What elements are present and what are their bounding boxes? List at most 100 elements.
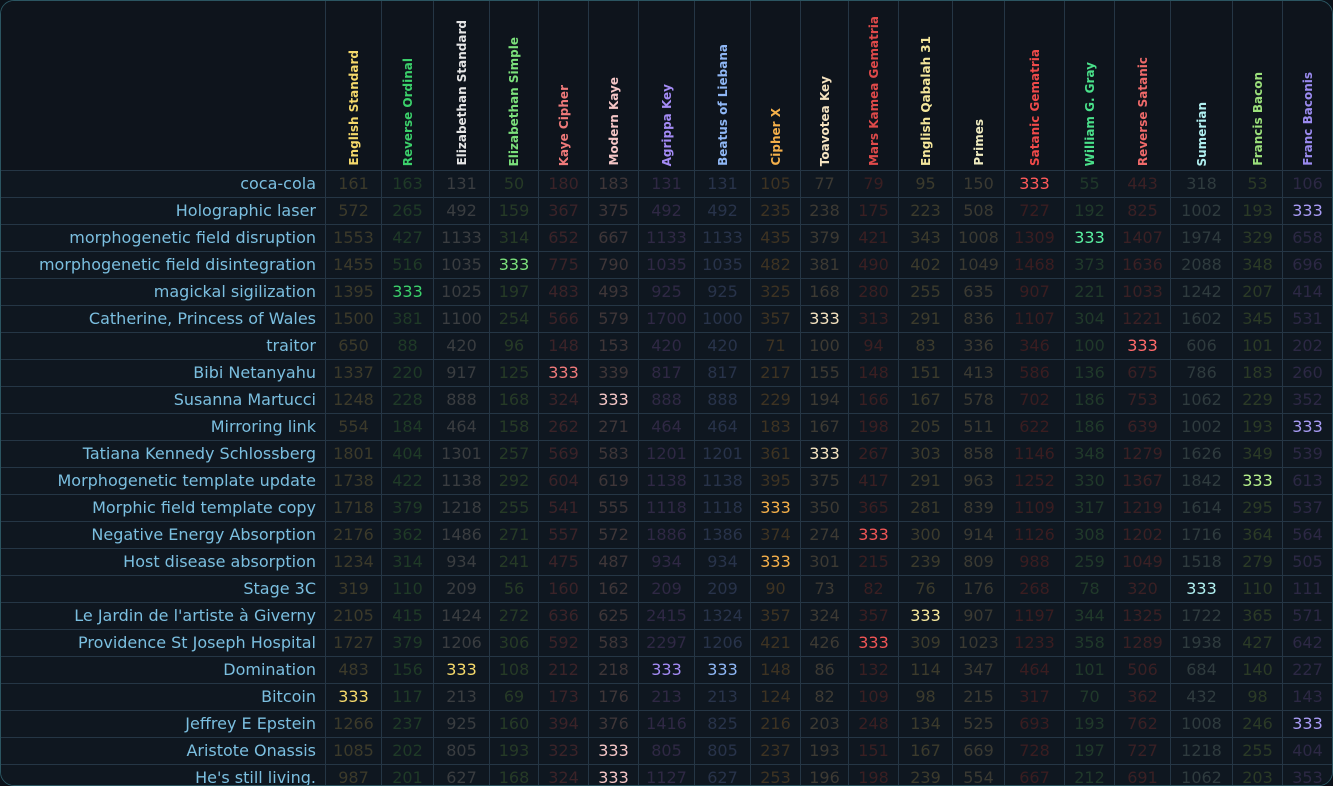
value-cell[interactable]: 239 xyxy=(898,764,953,785)
value-cell[interactable]: 1133 xyxy=(694,224,751,252)
value-cell[interactable]: 1138 xyxy=(433,467,490,495)
value-cell[interactable]: 379 xyxy=(800,224,849,252)
value-cell[interactable]: 1002 xyxy=(1170,197,1233,225)
value-cell[interactable]: 194 xyxy=(800,386,849,414)
cipher-header[interactable]: Modern Kaye xyxy=(588,1,639,171)
value-cell[interactable]: 160 xyxy=(538,575,589,603)
cipher-header[interactable]: Agrippa Key xyxy=(638,1,695,171)
value-cell[interactable]: 627 xyxy=(433,764,490,785)
phrase-cell[interactable]: Bibi Netanyahu xyxy=(1,359,326,387)
value-cell[interactable]: 183 xyxy=(588,170,639,198)
value-cell[interactable]: 554 xyxy=(952,764,1005,785)
value-cell[interactable]: 333 xyxy=(800,305,849,333)
value-cell[interactable]: 925 xyxy=(638,278,695,306)
value-cell[interactable]: 235 xyxy=(750,197,801,225)
value-cell[interactable]: 622 xyxy=(1004,413,1065,441)
value-cell[interactable]: 1035 xyxy=(694,251,751,279)
value-cell[interactable]: 221 xyxy=(1064,278,1115,306)
cipher-header[interactable]: Reverse Ordinal xyxy=(381,1,434,171)
cipher-header[interactable]: William G. Gray xyxy=(1064,1,1115,171)
value-cell[interactable]: 667 xyxy=(1004,764,1065,785)
value-cell[interactable]: 1553 xyxy=(325,224,382,252)
value-cell[interactable]: 1062 xyxy=(1170,764,1233,785)
value-cell[interactable]: 404 xyxy=(381,440,434,468)
value-cell[interactable]: 292 xyxy=(489,467,539,495)
value-cell[interactable]: 373 xyxy=(1064,251,1115,279)
value-cell[interactable]: 347 xyxy=(952,656,1005,684)
value-cell[interactable]: 1206 xyxy=(694,629,751,657)
value-cell[interactable]: 255 xyxy=(1232,737,1283,765)
phrase-cell[interactable]: coca-cola xyxy=(1,170,326,198)
value-cell[interactable]: 76 xyxy=(898,575,953,603)
value-cell[interactable]: 642 xyxy=(1282,629,1332,657)
value-cell[interactable]: 212 xyxy=(1064,764,1115,785)
value-cell[interactable]: 1206 xyxy=(433,629,490,657)
value-cell[interactable]: 381 xyxy=(800,251,849,279)
value-cell[interactable]: 186 xyxy=(1064,413,1115,441)
phrase-cell[interactable]: He's still living. xyxy=(1,764,326,785)
value-cell[interactable]: 213 xyxy=(694,683,751,711)
value-cell[interactable]: 213 xyxy=(433,683,490,711)
value-cell[interactable]: 483 xyxy=(538,278,589,306)
value-cell[interactable]: 1221 xyxy=(1114,305,1171,333)
value-cell[interactable]: 1233 xyxy=(1004,629,1065,657)
value-cell[interactable]: 94 xyxy=(848,332,899,360)
value-cell[interactable]: 1424 xyxy=(433,602,490,630)
value-cell[interactable]: 186 xyxy=(1064,386,1115,414)
value-cell[interactable]: 934 xyxy=(433,548,490,576)
value-cell[interactable]: 825 xyxy=(1114,197,1171,225)
value-cell[interactable]: 333 xyxy=(1170,575,1233,603)
value-cell[interactable]: 505 xyxy=(1282,548,1332,576)
phrase-cell[interactable]: Le Jardin de l'artiste à Giverny xyxy=(1,602,326,630)
phrase-cell[interactable]: Mirroring link xyxy=(1,413,326,441)
value-cell[interactable]: 375 xyxy=(588,197,639,225)
value-cell[interactable]: 421 xyxy=(848,224,899,252)
value-cell[interactable]: 71 xyxy=(750,332,801,360)
value-cell[interactable]: 1486 xyxy=(433,521,490,549)
value-cell[interactable]: 817 xyxy=(694,359,751,387)
value-cell[interactable]: 963 xyxy=(952,467,1005,495)
value-cell[interactable]: 167 xyxy=(898,737,953,765)
value-cell[interactable]: 914 xyxy=(952,521,1005,549)
value-cell[interactable]: 1127 xyxy=(638,764,695,785)
value-cell[interactable]: 443 xyxy=(1114,170,1171,198)
value-cell[interactable]: 320 xyxy=(1114,575,1171,603)
value-cell[interactable]: 300 xyxy=(898,521,953,549)
value-cell[interactable]: 324 xyxy=(538,764,589,785)
value-cell[interactable]: 786 xyxy=(1170,359,1233,387)
value-cell[interactable]: 109 xyxy=(848,683,899,711)
value-cell[interactable]: 691 xyxy=(1114,764,1171,785)
value-cell[interactable]: 333 xyxy=(381,278,434,306)
phrase-cell[interactable]: Morphic field template copy xyxy=(1,494,326,522)
value-cell[interactable]: 572 xyxy=(588,521,639,549)
value-cell[interactable]: 175 xyxy=(848,197,899,225)
value-cell[interactable]: 650 xyxy=(325,332,382,360)
value-cell[interactable]: 333 xyxy=(325,683,382,711)
value-cell[interactable]: 1138 xyxy=(638,467,695,495)
value-cell[interactable]: 658 xyxy=(1282,224,1332,252)
value-cell[interactable]: 333 xyxy=(800,440,849,468)
value-cell[interactable]: 255 xyxy=(898,278,953,306)
value-cell[interactable]: 156 xyxy=(381,656,434,684)
phrase-cell[interactable]: Holographic laser xyxy=(1,197,326,225)
value-cell[interactable]: 151 xyxy=(848,737,899,765)
value-cell[interactable]: 402 xyxy=(898,251,953,279)
value-cell[interactable]: 1023 xyxy=(952,629,1005,657)
value-cell[interactable]: 86 xyxy=(800,656,849,684)
value-cell[interactable]: 907 xyxy=(1004,278,1065,306)
value-cell[interactable]: 583 xyxy=(588,440,639,468)
value-cell[interactable]: 376 xyxy=(588,710,639,738)
value-cell[interactable]: 205 xyxy=(898,413,953,441)
value-cell[interactable]: 303 xyxy=(898,440,953,468)
value-cell[interactable]: 415 xyxy=(381,602,434,630)
value-cell[interactable]: 140 xyxy=(1232,656,1283,684)
value-cell[interactable]: 652 xyxy=(538,224,589,252)
value-cell[interactable]: 50 xyxy=(489,170,539,198)
value-cell[interactable]: 333 xyxy=(588,764,639,785)
value-cell[interactable]: 1118 xyxy=(694,494,751,522)
value-cell[interactable]: 493 xyxy=(588,278,639,306)
value-cell[interactable]: 166 xyxy=(848,386,899,414)
value-cell[interactable]: 192 xyxy=(1064,197,1115,225)
value-cell[interactable]: 333 xyxy=(1114,332,1171,360)
value-cell[interactable]: 361 xyxy=(750,440,801,468)
